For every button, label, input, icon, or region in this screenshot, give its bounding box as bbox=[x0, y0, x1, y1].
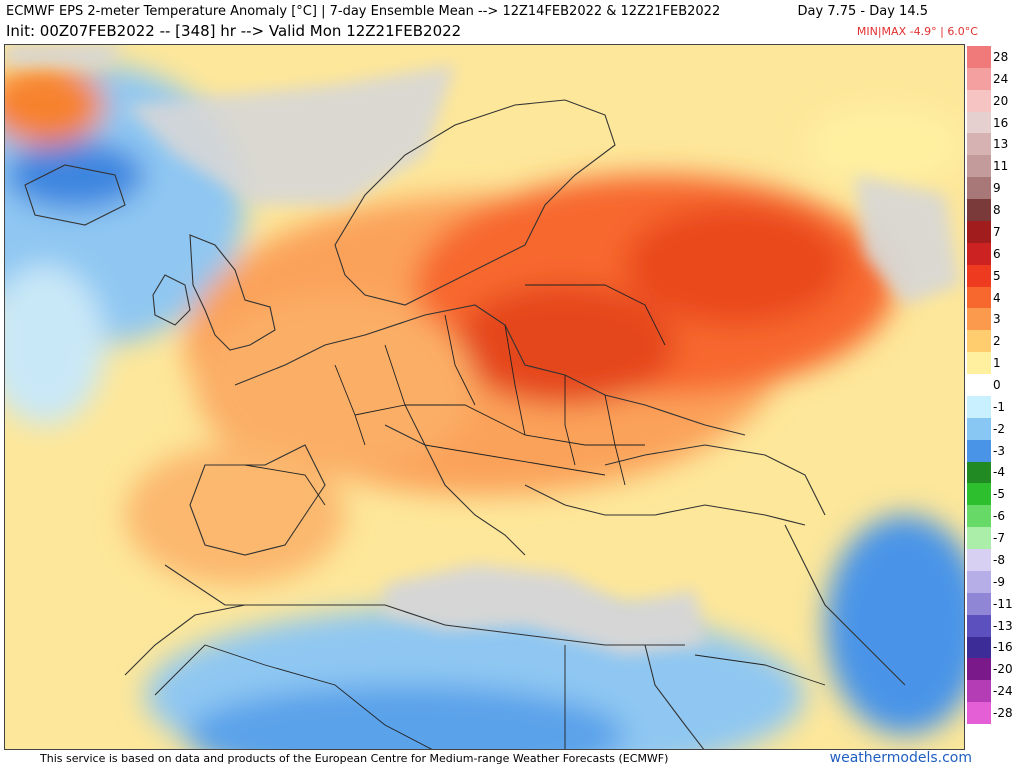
colorbar-label: -13 bbox=[993, 618, 1013, 633]
colorbar-label: 8 bbox=[993, 203, 1001, 218]
colorbar-label: 4 bbox=[993, 290, 1001, 305]
colorbar-label: -28 bbox=[993, 706, 1013, 721]
colorbar-swatch bbox=[967, 286, 991, 309]
min-max-label: MIN|MAX bbox=[856, 25, 907, 38]
ecmwf-attribution: This service is based on data and produc… bbox=[40, 752, 669, 765]
colorbar-swatch bbox=[967, 439, 991, 463]
colorbar-swatch bbox=[967, 658, 991, 681]
colorbar-swatch bbox=[967, 264, 991, 288]
colorbar-label: 16 bbox=[993, 115, 1009, 130]
colorbar-label: 28 bbox=[993, 49, 1009, 64]
colorbar-swatch bbox=[967, 46, 991, 69]
colorbar-label: -24 bbox=[993, 684, 1013, 699]
colorbar-label: -7 bbox=[993, 531, 1005, 546]
colorbar-label: 6 bbox=[993, 246, 1001, 261]
colorbar-label: 9 bbox=[993, 181, 1001, 196]
colorbar-label: 20 bbox=[993, 93, 1009, 108]
max-value: 6.0°C bbox=[947, 25, 978, 38]
colorbar-swatch bbox=[967, 614, 991, 637]
colorbar-swatch bbox=[967, 461, 991, 484]
colorbar-label: -8 bbox=[993, 552, 1005, 567]
colorbar-swatch bbox=[967, 89, 991, 113]
colorbar-label: 3 bbox=[993, 312, 1001, 327]
min-value: -4.9° bbox=[909, 25, 937, 38]
colorbar-swatch bbox=[967, 702, 991, 725]
anomaly-map bbox=[4, 44, 965, 750]
colorbar-label: 7 bbox=[993, 224, 1001, 239]
colorbar-label: -6 bbox=[993, 509, 1005, 524]
colorbar-label: -2 bbox=[993, 421, 1005, 436]
init-valid-line: Init: 00Z07FEB2022 -- [348] hr --> Valid… bbox=[6, 22, 462, 40]
colorbar-label: 13 bbox=[993, 137, 1009, 152]
colorbar-label: 1 bbox=[993, 356, 1001, 371]
colorbar-swatch bbox=[967, 177, 991, 200]
colorbar-swatch bbox=[967, 395, 991, 419]
colorbar-swatch bbox=[967, 220, 991, 244]
colorbar-label: -1 bbox=[993, 399, 1005, 414]
colorbar-label: 11 bbox=[993, 159, 1009, 174]
map-title: ECMWF EPS 2-meter Temperature Anomaly [°… bbox=[6, 4, 721, 19]
colorbar-swatch bbox=[967, 549, 991, 572]
colorbar-swatch bbox=[967, 417, 991, 441]
colorbar-swatch bbox=[967, 570, 991, 594]
colorbar-swatch bbox=[967, 133, 991, 156]
header: ECMWF EPS 2-meter Temperature Anomaly [°… bbox=[0, 0, 1024, 46]
colorbar-swatch bbox=[967, 636, 991, 659]
colorbar-swatch bbox=[967, 330, 991, 353]
colorbar-swatch bbox=[967, 67, 991, 91]
colorbar-label: 24 bbox=[993, 71, 1009, 86]
colorbar-swatch bbox=[967, 374, 991, 397]
colorbar-swatch bbox=[967, 199, 991, 222]
colorbar-swatch bbox=[967, 242, 991, 266]
site-brand: weathermodels.com bbox=[829, 750, 972, 766]
colorbar-label: -9 bbox=[993, 574, 1005, 589]
colorbar-swatch bbox=[967, 592, 991, 616]
colorbar-swatch bbox=[967, 680, 991, 703]
country-borders bbox=[154, 284, 826, 749]
colorbar-label: -20 bbox=[993, 662, 1013, 677]
colorbar-swatch bbox=[967, 527, 991, 550]
temperature-colorbar: 28 24 20 16 13 11 9 8 7 6 5 4 3 2 1 0 -1 -2 -3 -4 -5 -6 -7 -8 -9… bbox=[967, 46, 1013, 725]
colorbar-label: -3 bbox=[993, 443, 1005, 458]
colorbar-swatch bbox=[967, 352, 991, 375]
colorbar-label: -5 bbox=[993, 487, 1005, 502]
colorbar-label: -4 bbox=[993, 465, 1005, 480]
colorbar-label: -11 bbox=[993, 596, 1013, 611]
colorbar-label: 2 bbox=[993, 334, 1001, 349]
colorbar-swatch bbox=[967, 483, 991, 506]
colorbar-label: 5 bbox=[993, 268, 1001, 283]
min-max-readout: MIN|MAX -4.9° | 6.0°C bbox=[857, 25, 978, 38]
colorbar-swatch bbox=[967, 111, 991, 134]
forecast-day-range: Day 7.75 - Day 14.5 bbox=[797, 4, 928, 19]
anomaly-map-graphic bbox=[5, 45, 964, 749]
colorbar-swatch bbox=[967, 155, 991, 178]
colorbar-label: -16 bbox=[993, 640, 1013, 655]
colorbar-label: 0 bbox=[993, 378, 1001, 392]
colorbar-swatch bbox=[967, 505, 991, 528]
min-max-separator: | bbox=[940, 25, 944, 38]
colorbar-swatch bbox=[967, 308, 991, 331]
